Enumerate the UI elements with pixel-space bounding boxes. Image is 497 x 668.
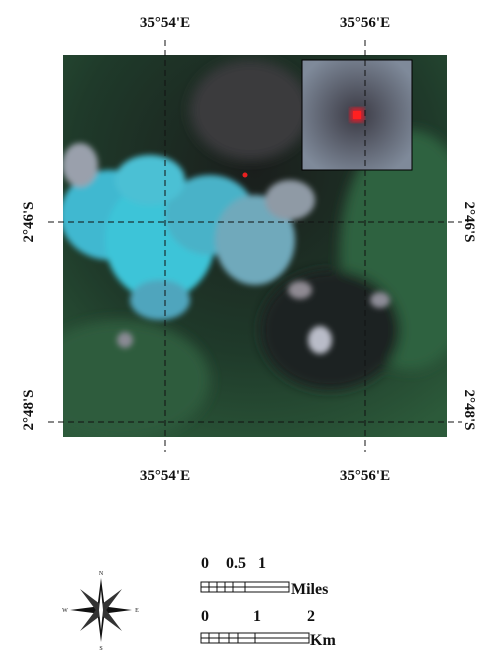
north-arrow: N S E W	[62, 571, 139, 652]
scale-tick-label: 0.5	[226, 555, 246, 572]
latitude-label: 2°46'S	[21, 201, 37, 242]
compass-label: N	[99, 571, 104, 577]
latitude-label: 2°46'S	[461, 201, 477, 242]
longitude-label: 35°56'E	[340, 15, 390, 31]
scale-tick-label: 2	[307, 608, 315, 625]
scale-tick-label: 0	[201, 555, 209, 572]
inset	[302, 60, 412, 170]
compass-label: W	[62, 608, 68, 614]
longitude-label: 35°54'E	[140, 468, 190, 484]
scale-bar: 0 0.5 1 Miles 0 1 2 Km	[201, 555, 336, 649]
scale-unit: Km	[310, 632, 336, 649]
scale-tick-label: 1	[258, 555, 266, 572]
scale-unit: Miles	[291, 581, 328, 598]
latitude-label: 2°48'S	[21, 389, 37, 430]
map-figure: 35°54'E 35°56'E 35°54'E 35°56'E 2°46'S 2…	[0, 0, 497, 668]
scale-tick-label: 1	[253, 608, 261, 625]
longitude-label: 35°54'E	[140, 15, 190, 31]
latitude-label: 2°48'S	[461, 389, 477, 430]
scale-tick-label: 0	[201, 608, 209, 625]
longitude-label: 35°56'E	[340, 468, 390, 484]
compass-label: E	[135, 608, 139, 614]
compass-label: S	[99, 646, 102, 652]
